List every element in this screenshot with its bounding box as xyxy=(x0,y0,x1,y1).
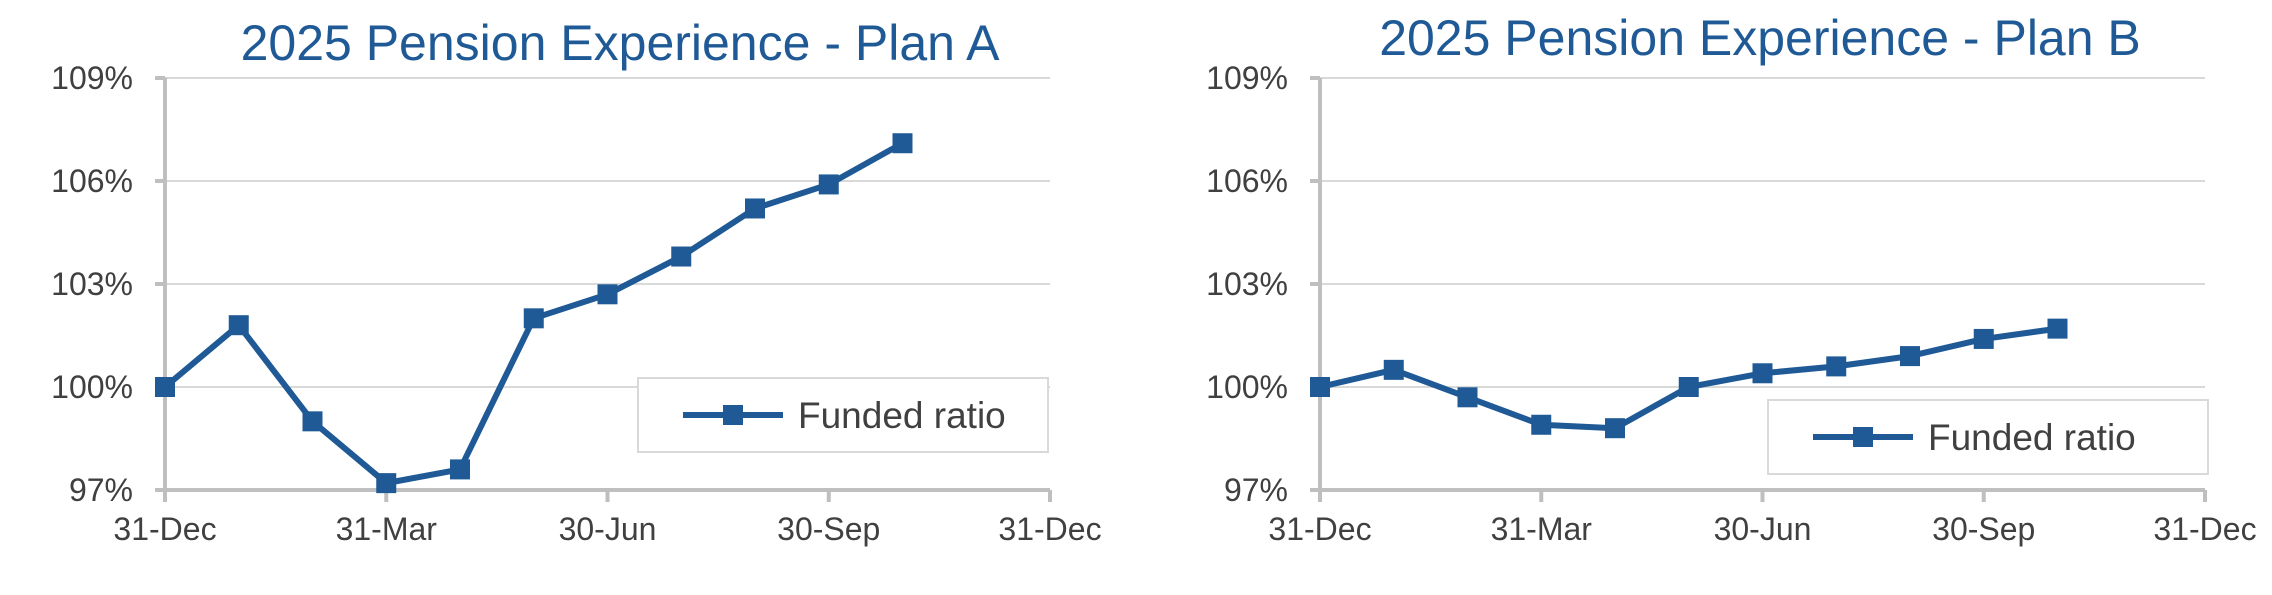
data-point-marker xyxy=(1457,387,1478,408)
data-point-marker xyxy=(302,411,323,432)
chart-1: 2025 Pension Experience - Plan A 97% 100% 1… xyxy=(51,15,1101,547)
x-tick-label: 31-Mar xyxy=(1491,511,1593,547)
y-tick-label: 103% xyxy=(1206,266,1288,302)
data-point-marker xyxy=(597,284,618,305)
y-tick-label: 103% xyxy=(51,266,133,302)
x-tick-label: 31-Dec xyxy=(1268,511,1371,547)
y-tick-label: 109% xyxy=(1206,60,1288,96)
y-tick-label: 109% xyxy=(51,60,133,96)
x-tick-label: 31-Dec xyxy=(113,511,216,547)
y-tick-label: 97% xyxy=(69,472,133,508)
data-point-marker xyxy=(745,198,765,219)
chart-2: 2025 Pension Experience - Plan B 97% 100% 1… xyxy=(1206,10,2256,547)
chart-title: 2025 Pension Experience - Plan A xyxy=(241,15,1000,71)
legend-label: Funded ratio xyxy=(1928,417,2136,458)
y-tick-label: 106% xyxy=(51,163,133,199)
x-tick-label: 31-Dec xyxy=(2153,511,2256,547)
data-point-marker xyxy=(892,133,913,154)
data-point-marker xyxy=(1678,377,1699,397)
x-tick-label: 30-Jun xyxy=(559,511,657,547)
x-tick-label: 30-Sep xyxy=(1932,511,2035,547)
legend: Funded ratio xyxy=(1767,399,2209,475)
data-point-marker xyxy=(1900,346,1920,367)
data-point-marker xyxy=(376,473,397,494)
data-point-marker xyxy=(1310,377,1330,397)
data-point-marker xyxy=(450,459,470,480)
data-point-marker xyxy=(1826,356,1847,377)
data-point-marker xyxy=(1973,328,1994,349)
data-point-marker xyxy=(1383,359,1404,380)
legend: Funded ratio xyxy=(637,377,1049,453)
data-point-marker xyxy=(1752,363,1773,384)
data-point-marker xyxy=(671,246,692,267)
x-tick-label: 31-Dec xyxy=(998,511,1101,547)
x-tick-label: 30-Jun xyxy=(1714,511,1812,547)
data-point-marker xyxy=(818,174,839,195)
y-tick-label: 100% xyxy=(1206,369,1288,405)
legend-marker-swatch xyxy=(723,405,743,425)
data-point-marker xyxy=(2047,318,2068,339)
chart-title: 2025 Pension Experience - Plan B xyxy=(1379,10,2141,66)
legend-marker-swatch xyxy=(1853,427,1873,447)
y-tick-label: 100% xyxy=(51,369,133,405)
x-tick-label: 31-Mar xyxy=(336,511,438,547)
y-tick-label: 106% xyxy=(1206,163,1288,199)
legend-label: Funded ratio xyxy=(798,395,1006,436)
data-point-marker xyxy=(1531,414,1552,435)
data-point-marker xyxy=(228,315,249,336)
data-point-marker xyxy=(155,377,175,397)
y-tick-label: 97% xyxy=(1224,472,1288,508)
data-point-marker xyxy=(1605,418,1625,439)
data-point-marker xyxy=(523,308,544,329)
x-tick-label: 30-Sep xyxy=(777,511,880,547)
